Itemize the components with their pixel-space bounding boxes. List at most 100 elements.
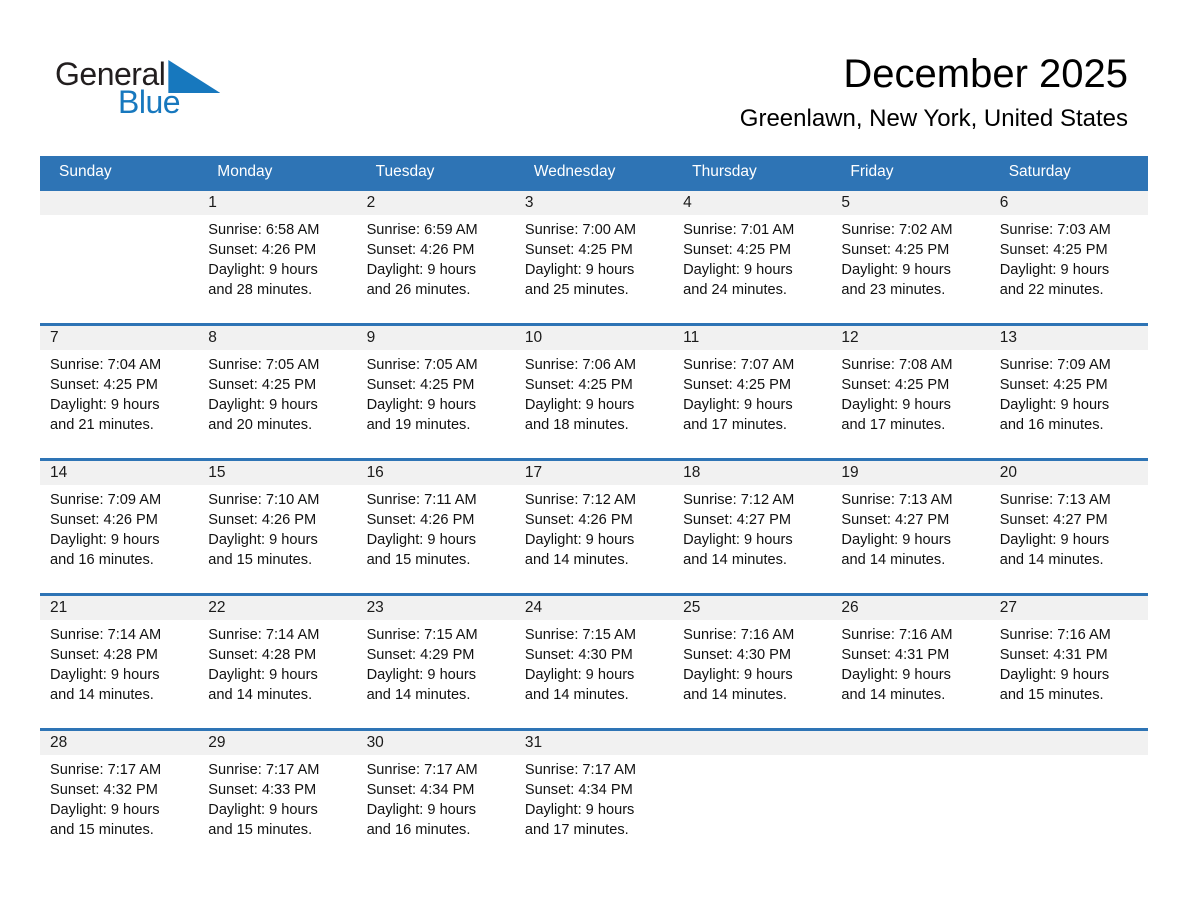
sunset-text: Sunset: 4:32 PM <box>50 782 158 798</box>
sunrise-text: Sunrise: 7:16 AM <box>841 627 953 643</box>
day-cell: 23 Sunrise: 7:15 AM Sunset: 4:29 PM Dayl… <box>356 596 515 728</box>
daylight-text-line1: Daylight: 9 hours <box>841 532 951 548</box>
day-details: Sunrise: 7:00 AM Sunset: 4:25 PM Dayligh… <box>515 215 673 300</box>
day-cell: 17 Sunrise: 7:12 AM Sunset: 4:26 PM Dayl… <box>514 461 674 593</box>
weekday-header-tuesday: Tuesday <box>375 163 435 180</box>
day-details <box>673 755 831 760</box>
daylight-text-line1: Daylight: 9 hours <box>683 262 793 278</box>
day-cell: 15 Sunrise: 7:10 AM Sunset: 4:26 PM Dayl… <box>198 461 357 593</box>
daylight-text-line1: Daylight: 9 hours <box>683 532 793 548</box>
daylight-text-line2: and 16 minutes. <box>366 822 471 838</box>
day-cell: 19 Sunrise: 7:13 AM Sunset: 4:27 PM Dayl… <box>831 461 990 593</box>
day-number: 28 <box>40 731 199 755</box>
day-number: 25 <box>673 596 832 620</box>
daylight-text-line1: Daylight: 9 hours <box>841 262 951 278</box>
day-number: 27 <box>989 596 1148 620</box>
sunset-text: Sunset: 4:27 PM <box>999 512 1108 528</box>
daylight-text-line1: Daylight: 9 hours <box>366 667 477 683</box>
daylight-text-line1: Daylight: 9 hours <box>524 397 635 413</box>
weekday-header-saturday: Saturday <box>1008 163 1071 180</box>
daylight-text-line2: and 23 minutes. <box>841 282 946 298</box>
day-cell <box>831 731 990 863</box>
sunrise-text: Sunrise: 7:13 AM <box>999 492 1111 508</box>
sunset-text: Sunset: 4:28 PM <box>208 647 317 663</box>
sunset-text: Sunset: 4:25 PM <box>841 377 950 393</box>
daylight-text-line1: Daylight: 9 hours <box>50 397 160 413</box>
day-number: 12 <box>831 326 990 350</box>
day-number: 17 <box>514 461 674 485</box>
day-number: 18 <box>673 461 832 485</box>
sunset-text: Sunset: 4:34 PM <box>524 782 633 798</box>
daylight-text-line1: Daylight: 9 hours <box>683 397 793 413</box>
daylight-text-line2: and 15 minutes. <box>208 552 313 568</box>
day-details: Sunrise: 7:07 AM Sunset: 4:25 PM Dayligh… <box>673 350 831 435</box>
day-number: 2 <box>356 191 515 215</box>
day-number: 1 <box>198 191 357 215</box>
daylight-text-line2: and 15 minutes. <box>50 822 154 838</box>
day-details: Sunrise: 7:17 AM Sunset: 4:32 PM Dayligh… <box>40 755 198 840</box>
daylight-text-line1: Daylight: 9 hours <box>50 667 160 683</box>
sunset-text: Sunset: 4:25 PM <box>524 377 633 393</box>
sunset-text: Sunset: 4:25 PM <box>841 242 950 258</box>
daylight-text-line1: Daylight: 9 hours <box>366 802 477 818</box>
weekday-header-monday: Monday <box>217 163 273 180</box>
day-cell: 27 Sunrise: 7:16 AM Sunset: 4:31 PM Dayl… <box>989 596 1148 728</box>
sunset-text: Sunset: 4:25 PM <box>999 377 1108 393</box>
sunrise-text: Sunrise: 7:01 AM <box>683 222 795 238</box>
sunrise-text: Sunrise: 6:58 AM <box>208 222 320 238</box>
daylight-text-line2: and 14 minutes. <box>841 552 946 568</box>
daylight-text-line2: and 17 minutes. <box>524 822 629 838</box>
calendar-body: 1 Sunrise: 6:58 AM Sunset: 4:26 PM Dayli… <box>40 188 1148 863</box>
sunset-text: Sunset: 4:26 PM <box>208 512 317 528</box>
day-details <box>831 755 989 760</box>
sunset-text: Sunset: 4:29 PM <box>366 647 475 663</box>
daylight-text-line1: Daylight: 9 hours <box>999 532 1110 548</box>
sunset-text: Sunset: 4:33 PM <box>208 782 317 798</box>
sunrise-text: Sunrise: 7:17 AM <box>208 762 320 778</box>
title-block: December 2025 Greenlawn, New York, Unite… <box>740 52 1128 133</box>
weekday-header-sunday: Sunday <box>59 163 112 180</box>
day-number <box>40 191 199 215</box>
day-details: Sunrise: 7:03 AM Sunset: 4:25 PM Dayligh… <box>990 215 1148 300</box>
day-number: 6 <box>989 191 1148 215</box>
day-details: Sunrise: 7:15 AM Sunset: 4:29 PM Dayligh… <box>357 620 515 705</box>
daylight-text-line2: and 15 minutes. <box>366 552 471 568</box>
sunrise-text: Sunrise: 7:05 AM <box>208 357 320 373</box>
daylight-text-line1: Daylight: 9 hours <box>208 667 318 683</box>
day-cell: 18 Sunrise: 7:12 AM Sunset: 4:27 PM Dayl… <box>673 461 832 593</box>
day-cell: 2 Sunrise: 6:59 AM Sunset: 4:26 PM Dayli… <box>356 191 515 323</box>
day-cell: 14 Sunrise: 7:09 AM Sunset: 4:26 PM Dayl… <box>40 461 199 593</box>
day-cell <box>673 731 832 863</box>
sunset-text: Sunset: 4:27 PM <box>683 512 792 528</box>
day-number: 8 <box>198 326 357 350</box>
daylight-text-line2: and 14 minutes. <box>366 687 471 703</box>
day-cell: 25 Sunrise: 7:16 AM Sunset: 4:30 PM Dayl… <box>673 596 832 728</box>
daylight-text-line2: and 14 minutes. <box>683 552 787 568</box>
day-details: Sunrise: 6:58 AM Sunset: 4:26 PM Dayligh… <box>198 215 356 300</box>
sunrise-text: Sunrise: 7:03 AM <box>999 222 1111 238</box>
daylight-text-line1: Daylight: 9 hours <box>524 802 635 818</box>
day-details: Sunrise: 7:16 AM Sunset: 4:30 PM Dayligh… <box>673 620 831 705</box>
day-details: Sunrise: 7:02 AM Sunset: 4:25 PM Dayligh… <box>831 215 989 300</box>
sunrise-text: Sunrise: 7:06 AM <box>524 357 636 373</box>
day-cell: 5 Sunrise: 7:02 AM Sunset: 4:25 PM Dayli… <box>831 191 990 323</box>
day-cell: 24 Sunrise: 7:15 AM Sunset: 4:30 PM Dayl… <box>514 596 674 728</box>
day-details: Sunrise: 7:11 AM Sunset: 4:26 PM Dayligh… <box>357 485 515 570</box>
daylight-text-line2: and 14 minutes. <box>524 552 629 568</box>
weekday-header-row: Sunday Monday Tuesday Wednesday Thursday… <box>40 156 1148 188</box>
daylight-text-line1: Daylight: 9 hours <box>841 397 951 413</box>
sunset-text: Sunset: 4:25 PM <box>683 377 792 393</box>
sunset-text: Sunset: 4:25 PM <box>366 377 475 393</box>
week-row: 14 Sunrise: 7:09 AM Sunset: 4:26 PM Dayl… <box>40 458 1148 593</box>
daylight-text-line1: Daylight: 9 hours <box>366 262 477 278</box>
daylight-text-line1: Daylight: 9 hours <box>208 802 318 818</box>
logo-triangle-icon <box>168 60 221 93</box>
daylight-text-line2: and 19 minutes. <box>366 417 471 433</box>
sunrise-text: Sunrise: 7:04 AM <box>50 357 162 373</box>
day-cell: 28 Sunrise: 7:17 AM Sunset: 4:32 PM Dayl… <box>40 731 199 863</box>
day-details: Sunrise: 7:17 AM Sunset: 4:34 PM Dayligh… <box>515 755 673 840</box>
day-cell: 29 Sunrise: 7:17 AM Sunset: 4:33 PM Dayl… <box>198 731 357 863</box>
sunset-text: Sunset: 4:26 PM <box>208 242 317 258</box>
sunset-text: Sunset: 4:34 PM <box>366 782 475 798</box>
sunrise-text: Sunrise: 7:14 AM <box>208 627 320 643</box>
